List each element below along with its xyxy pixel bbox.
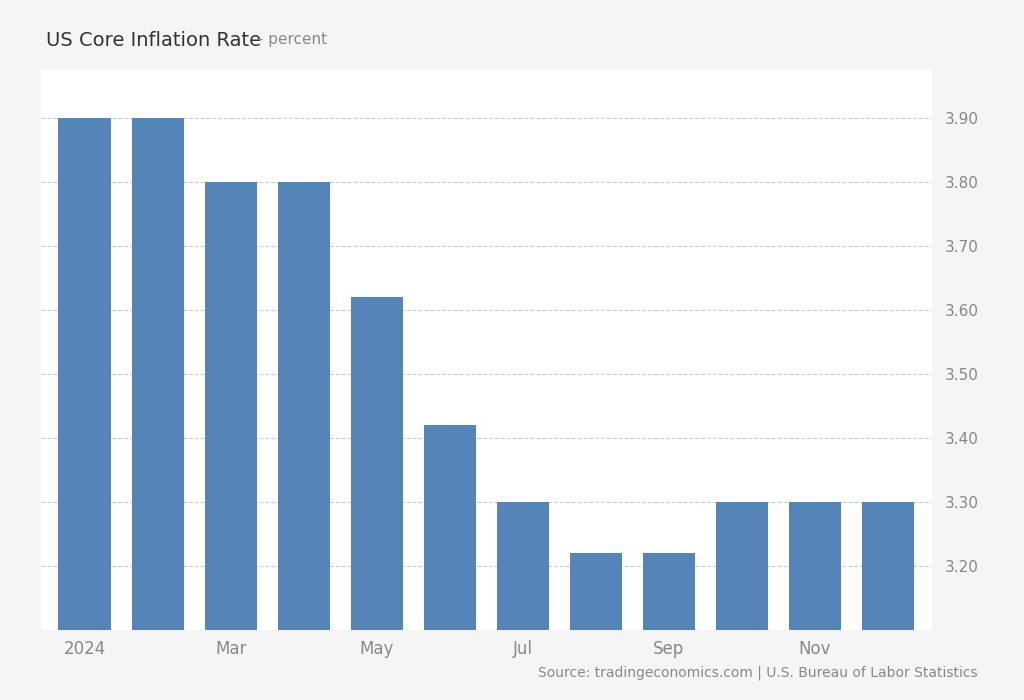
Bar <box>643 553 695 630</box>
Text: - percent: - percent <box>253 32 328 47</box>
Bar <box>569 553 623 630</box>
Bar <box>788 502 842 630</box>
Bar <box>131 118 184 630</box>
Bar <box>205 182 257 630</box>
Text: Source: tradingeconomics.com | U.S. Bureau of Labor Statistics: Source: tradingeconomics.com | U.S. Bure… <box>539 666 978 680</box>
Bar <box>497 502 549 630</box>
Bar <box>350 298 403 630</box>
Text: US Core Inflation Rate: US Core Inflation Rate <box>46 32 261 50</box>
Bar <box>424 425 476 630</box>
Bar <box>278 182 330 630</box>
Bar <box>716 502 768 630</box>
Bar <box>58 118 111 630</box>
Bar <box>862 502 914 630</box>
